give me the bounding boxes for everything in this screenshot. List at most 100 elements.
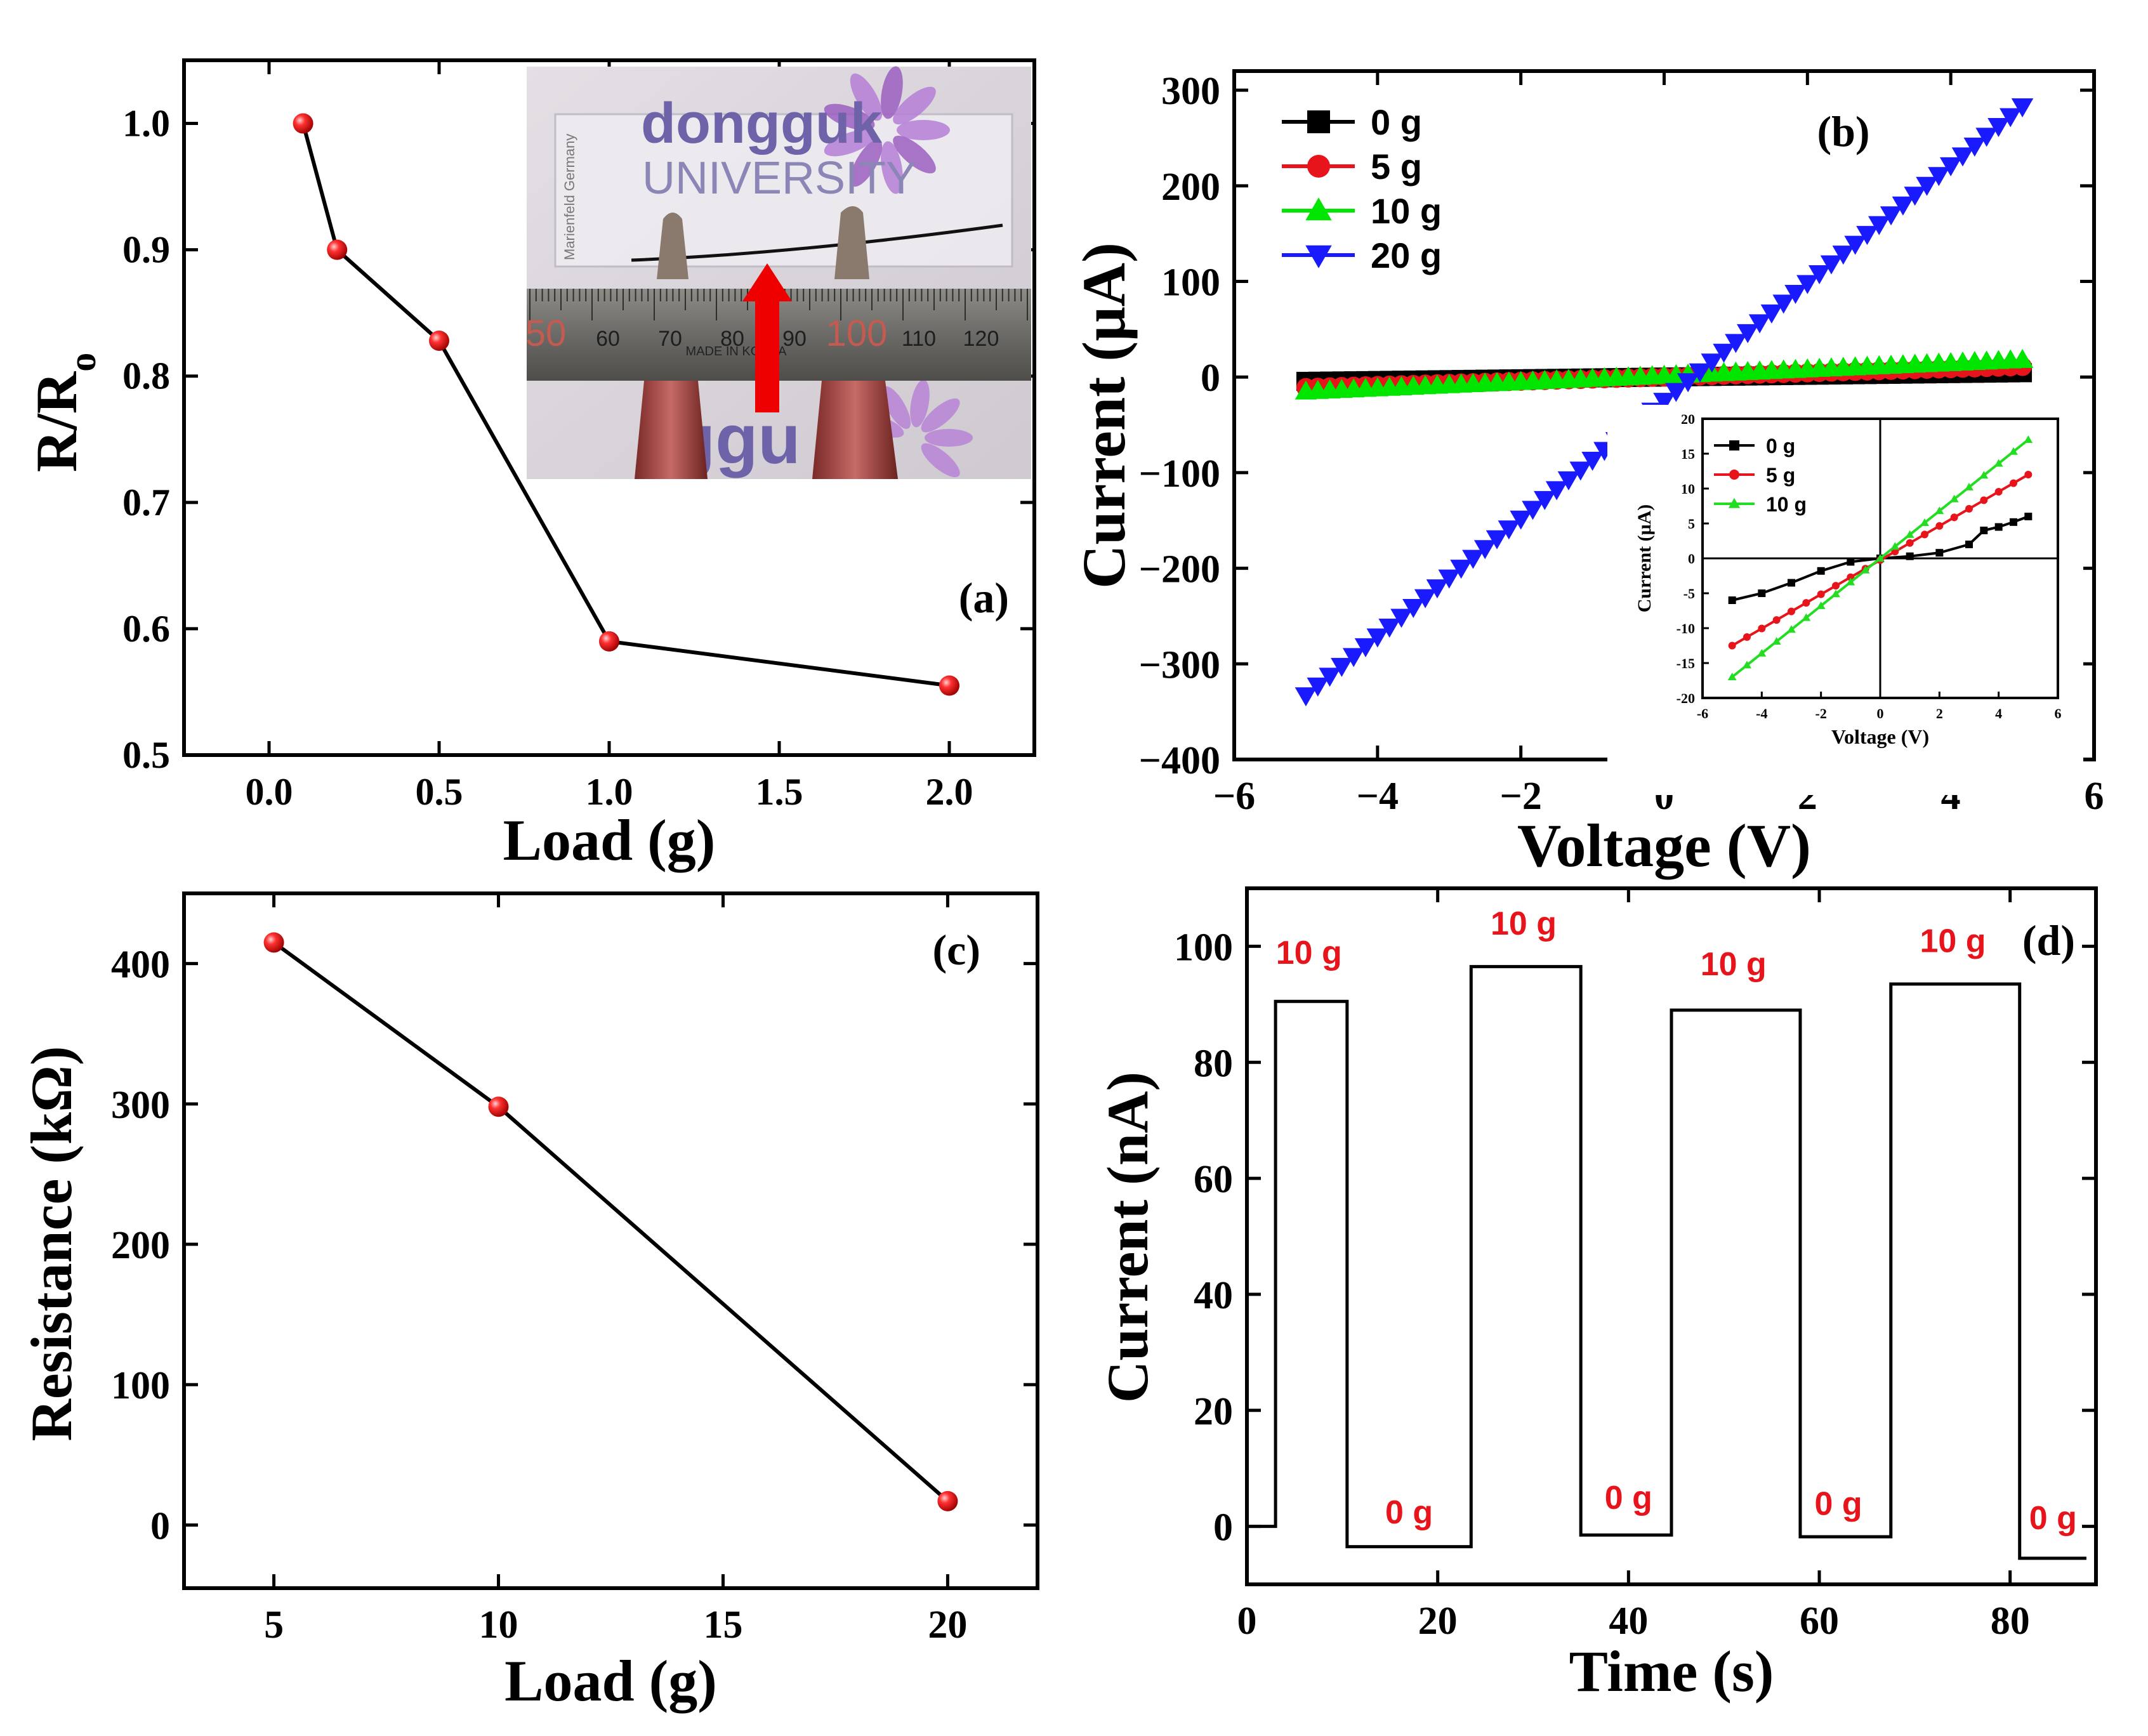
red-arrow-head-icon: [742, 263, 792, 301]
data-marker: [1498, 520, 1520, 540]
logo-petal: [893, 135, 936, 174]
red-arrow-shaft: [755, 298, 779, 412]
inset-x-axis-label: Voltage (V): [1831, 725, 1929, 748]
inset-marker: [1950, 513, 1958, 522]
data-marker: [1736, 324, 1759, 343]
data-marker: [1366, 628, 1389, 648]
data-marker: [1342, 648, 1365, 667]
inset-marker: [1846, 577, 1855, 586]
logo-petal: [921, 398, 960, 433]
x-axis-label: Time (s): [1569, 1639, 1774, 1704]
inset-marker: [1906, 552, 1914, 560]
clip-jaw-right: [834, 206, 869, 279]
inset-marker: [1994, 487, 2003, 496]
inset-y-tick-label: -20: [1677, 690, 1695, 706]
data-marker: [1426, 579, 1449, 599]
y-tick-label: 80: [1194, 1042, 1233, 1085]
data-marker: [1354, 638, 1377, 657]
inset-marker: [2010, 518, 2017, 526]
data-marker: [1951, 147, 1974, 167]
logo-petals-icon: [824, 66, 950, 194]
logo-petal: [921, 443, 960, 478]
clip-handle-left: [635, 381, 708, 479]
legend-marker: [1307, 155, 1330, 178]
y-axis-label: Current (nA): [1095, 1072, 1160, 1403]
inset-marker: [2024, 471, 2033, 478]
data-line: [1247, 964, 2086, 1560]
ruler-number: 50: [525, 313, 567, 354]
data-marker: [2011, 348, 2034, 368]
y-tick-label: 0.5: [122, 734, 170, 776]
data-marker: [1557, 471, 1580, 490]
x-tick-label: −4: [1357, 775, 1399, 818]
ruler-number: 90: [782, 327, 807, 351]
x-tick-label: 1.5: [756, 771, 803, 813]
y-tick-label: 0.9: [122, 229, 170, 271]
data-marker: [1880, 206, 1902, 226]
y-tick-label: −300: [1139, 643, 1220, 687]
data-point: [429, 330, 449, 351]
inset-marker: [1758, 624, 1766, 633]
panel-label: (b): [1817, 107, 1869, 155]
inset-x-tick-label: -6: [1697, 706, 1708, 721]
inset-marker: [1921, 530, 1928, 539]
inset-y-tick-label: -5: [1683, 586, 1695, 602]
panel-a: 0.0 0.5 1.0 1.5 2.0 0.5 0.6 0.7 0.8 0.9 1.0 dongguk…: [24, 58, 1036, 872]
data-marker: [1438, 569, 1460, 589]
x-tick-label: 10: [479, 1603, 518, 1647]
inset-marker: [1831, 589, 1840, 598]
x-tick-label: −6: [1213, 775, 1255, 818]
inset-marker: [1935, 522, 1944, 530]
x-tick-label: 40: [1609, 1600, 1648, 1643]
inset-marker: [1758, 589, 1766, 597]
data-marker: [1784, 284, 1807, 304]
inset-marker: [1980, 496, 1988, 504]
y-tick-label: 40: [1194, 1274, 1233, 1317]
inset-x-tick-label: 0: [1877, 706, 1884, 721]
logo-petal: [824, 103, 875, 131]
logo-petal: [897, 120, 950, 140]
y-tick-label: 100: [111, 1364, 170, 1407]
data-marker: [1378, 618, 1400, 638]
inset-marker: [1788, 607, 1795, 615]
data-marker: [1462, 549, 1484, 569]
legend-marker: [1307, 110, 1330, 133]
data-marker: [2000, 108, 2022, 128]
inset-x-tick-label: 4: [1995, 706, 2002, 721]
inset-marker: [2024, 513, 2033, 520]
data-marker: [1939, 157, 1962, 176]
data-point: [488, 1096, 509, 1117]
ruler-number: 100: [826, 313, 888, 354]
x-tick-label: 15: [703, 1603, 742, 1647]
x-tick-label: 20: [1418, 1600, 1458, 1643]
inset-marker: [1847, 558, 1855, 566]
data-marker: [1701, 353, 1723, 373]
inset-marker: [1994, 459, 2003, 467]
inset-marker: [1743, 633, 1751, 641]
data-marker: [1760, 304, 1783, 324]
data-marker: [1928, 167, 1950, 187]
inset-legend-marker: [1729, 470, 1739, 480]
annotation-label: 10 g: [1701, 946, 1767, 983]
inset-marker: [1980, 527, 1988, 534]
y-axis-label: Current (μA): [1070, 242, 1138, 589]
x-axis-label: Load (g): [503, 808, 716, 872]
inset-marker: [1802, 599, 1810, 607]
inset-y-tick-label: 0: [1688, 551, 1695, 567]
data-point: [937, 1490, 958, 1511]
data-marker: [1319, 667, 1341, 687]
inset-legend-marker: [1729, 440, 1739, 450]
plot-frame: [1245, 886, 2098, 1586]
data-marker: [1665, 383, 1687, 402]
y-tick-label: 0.6: [122, 608, 170, 650]
logo-petal: [850, 73, 883, 121]
x-tick-label: −2: [1499, 775, 1541, 818]
data-marker: [1581, 451, 1604, 471]
inset-y-tick-label: -15: [1677, 655, 1695, 671]
x-axis-label: Voltage (V): [1517, 812, 1811, 879]
logo-petal: [893, 86, 936, 125]
data-marker: [1689, 363, 1711, 383]
x-tick-label: 80: [1991, 1600, 2030, 1643]
